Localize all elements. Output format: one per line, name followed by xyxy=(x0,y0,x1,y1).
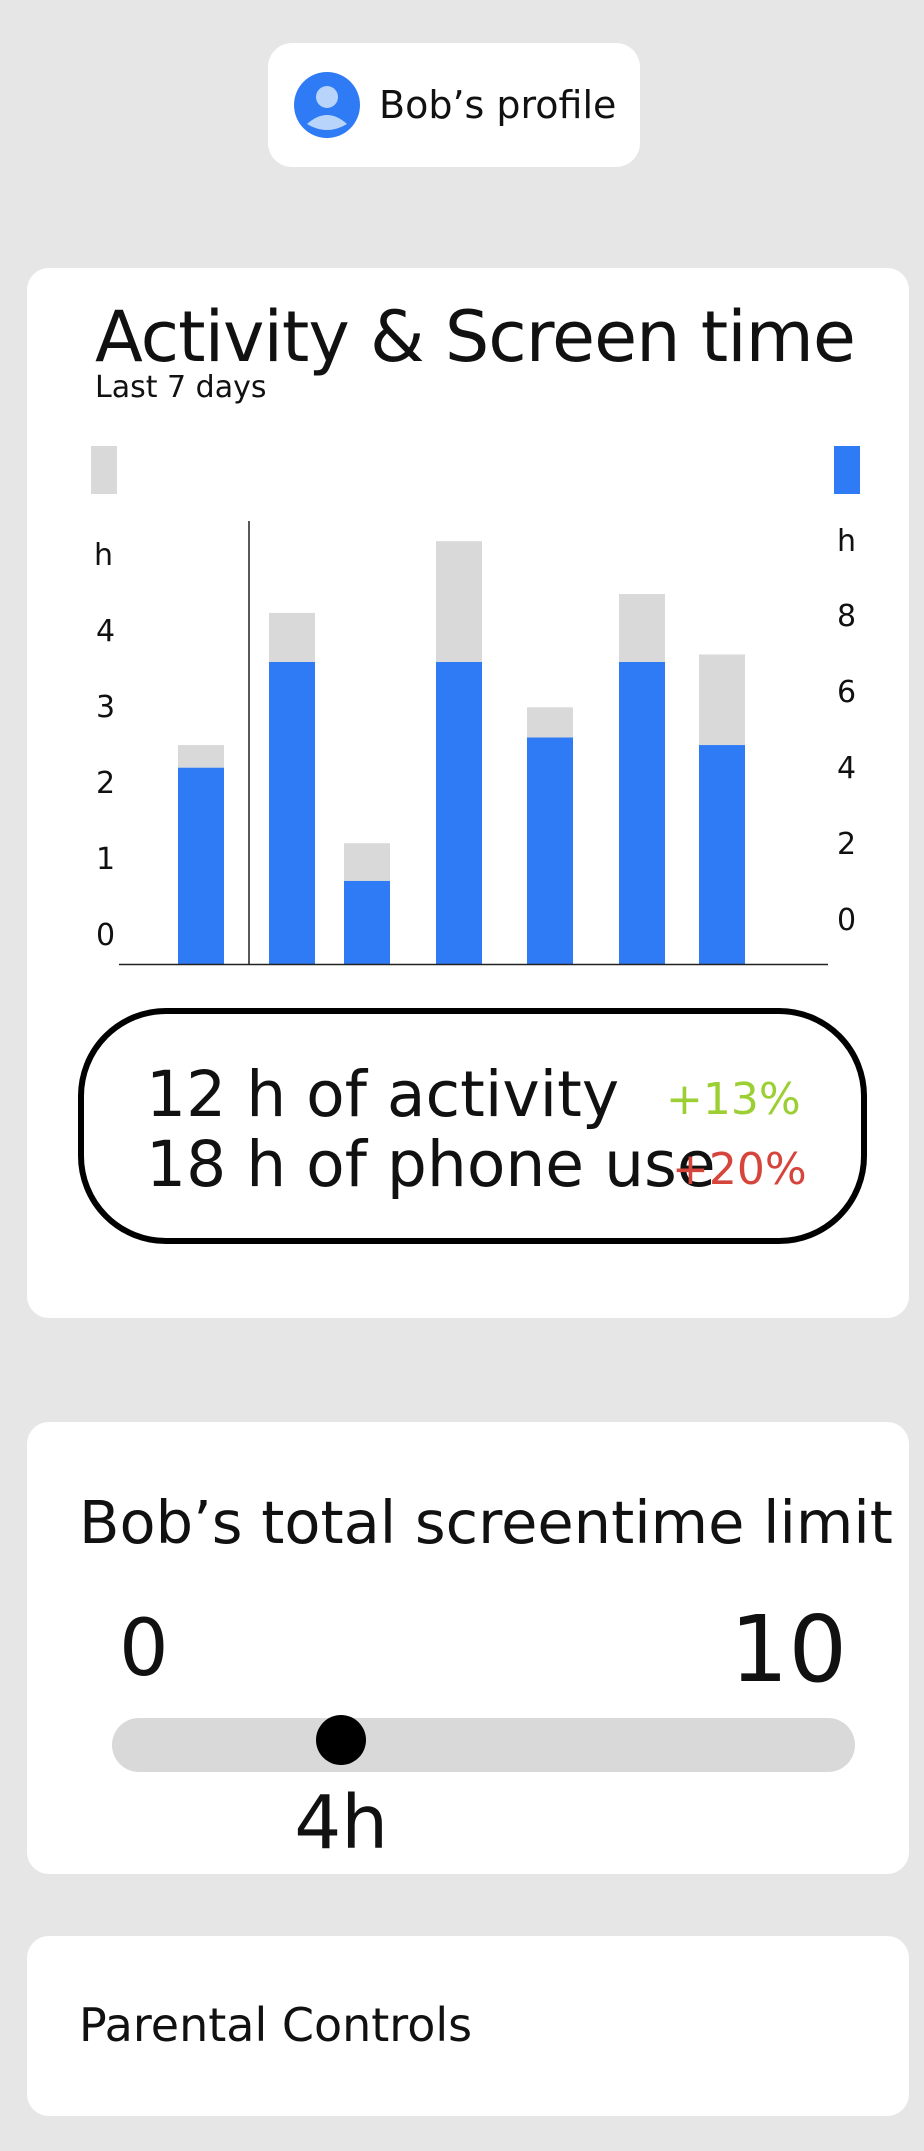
bar-screen-time xyxy=(178,745,224,768)
slider-max-label: 10 xyxy=(729,1596,847,1703)
right-axis-tick: 0 xyxy=(837,903,856,938)
screentime-limit-card: Bob’s total screentime limit 0 10 4h xyxy=(27,1422,909,1874)
activity-card: Activity & Screen time Last 7 days 0 1 2 3 4… xyxy=(27,268,909,1318)
bar-activity xyxy=(269,662,315,964)
activity-total: 12 h of activity xyxy=(146,1058,620,1131)
bar-activity xyxy=(527,737,573,964)
parental-controls-button[interactable]: Parental Controls xyxy=(27,1936,909,2116)
bar-screen-time xyxy=(269,612,315,662)
phone-use-change: +20% xyxy=(672,1144,807,1195)
left-axis-unit: h xyxy=(94,538,113,573)
left-axis-tick: 2 xyxy=(96,766,115,801)
legend-swatch-right xyxy=(834,446,860,494)
bar-screen-time xyxy=(436,541,482,662)
bar-activity xyxy=(699,745,745,964)
bar-screen-time xyxy=(344,843,390,881)
limit-title: Bob’s total screentime limit xyxy=(79,1488,893,1557)
bar-activity xyxy=(178,767,224,964)
bar-activity xyxy=(436,662,482,964)
profile-button[interactable]: Bob’s profile xyxy=(268,43,640,167)
activity-bar-chart: 0 1 2 3 4 h 0 2 4 6 8 h xyxy=(91,446,860,966)
profile-name: Bob’s profile xyxy=(379,83,617,127)
left-axis-tick: 1 xyxy=(96,842,115,877)
bar-activity xyxy=(619,662,665,964)
slider-value-label: 4h xyxy=(294,1780,389,1866)
activity-change: +13% xyxy=(666,1074,801,1125)
left-axis-tick: 3 xyxy=(96,690,115,725)
activity-title: Activity & Screen time xyxy=(95,296,856,378)
left-axis-tick: 0 xyxy=(96,918,115,953)
bar-screen-time xyxy=(699,654,745,746)
slider-thumb[interactable] xyxy=(316,1715,367,1765)
legend-swatch-left xyxy=(91,446,117,494)
bar-screen-time xyxy=(527,707,573,738)
right-axis-unit: h xyxy=(837,524,856,559)
right-axis-tick: 4 xyxy=(837,751,856,786)
parental-controls-label: Parental Controls xyxy=(79,1998,473,2052)
slider-min-label: 0 xyxy=(119,1604,169,1694)
left-axis-tick: 4 xyxy=(96,614,115,649)
right-axis-tick: 6 xyxy=(837,675,856,710)
right-axis-tick: 2 xyxy=(837,827,856,862)
right-axis-tick: 8 xyxy=(837,599,856,634)
bar-activity xyxy=(344,880,390,964)
user-avatar-icon xyxy=(294,72,360,138)
activity-subtitle: Last 7 days xyxy=(95,370,267,405)
screentime-slider[interactable] xyxy=(112,1715,855,1772)
phone-use-total: 18 h of phone use xyxy=(146,1128,716,1201)
summary-box: 12 h of activity +13% 18 h of phone use … xyxy=(78,1008,867,1244)
bar-screen-time xyxy=(619,594,665,662)
